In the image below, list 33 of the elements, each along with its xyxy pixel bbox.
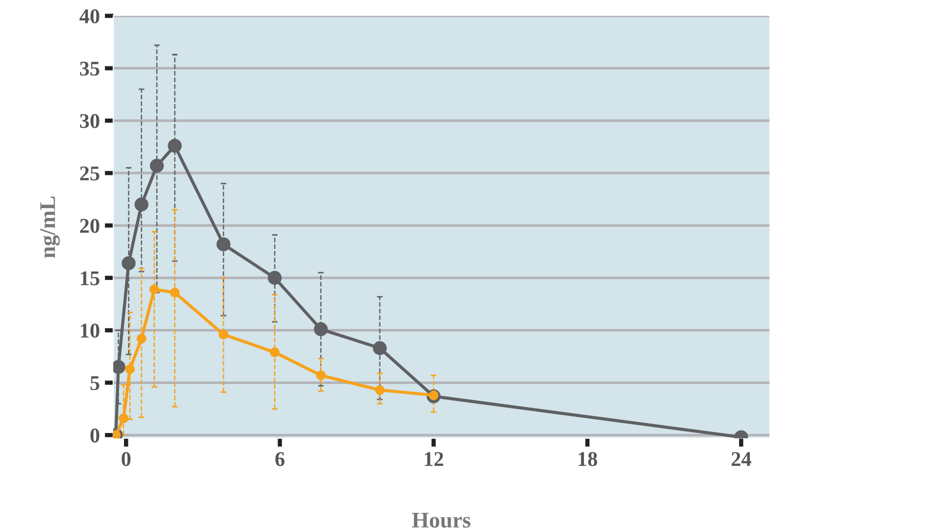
point [134, 198, 148, 212]
x-tick-label: 6 [275, 452, 284, 466]
y-tick-label: 0 [90, 428, 100, 443]
y-tick-label: 25 [80, 166, 100, 180]
y-tick-label: 30 [80, 114, 100, 128]
point [372, 341, 387, 356]
y-tick-label: 15 [80, 271, 100, 286]
point [122, 256, 136, 270]
point [268, 270, 282, 285]
point [118, 413, 128, 424]
x-tick-label: 0 [122, 452, 131, 466]
point [170, 288, 180, 298]
x-tick-label: 24 [732, 452, 752, 466]
point [168, 138, 182, 153]
point [218, 330, 228, 340]
point [270, 347, 280, 358]
point [136, 334, 146, 344]
y-axis-title: ng/mL [40, 196, 60, 258]
y-tick-label: 5 [90, 376, 100, 390]
point [216, 237, 230, 252]
point [125, 364, 135, 374]
y-tick-label: 20 [80, 218, 100, 233]
point [314, 322, 328, 336]
point [150, 158, 164, 173]
y-tick-label: 10 [80, 324, 100, 338]
y-tick-label: 35 [80, 62, 100, 76]
x-axis-title: Hours [412, 512, 470, 528]
point [374, 385, 385, 395]
y-tick-label: 40 [80, 9, 100, 24]
point [316, 370, 326, 380]
x-tick-label: 12 [424, 452, 444, 466]
x-tick-label: 18 [578, 452, 598, 466]
point [149, 284, 160, 294]
